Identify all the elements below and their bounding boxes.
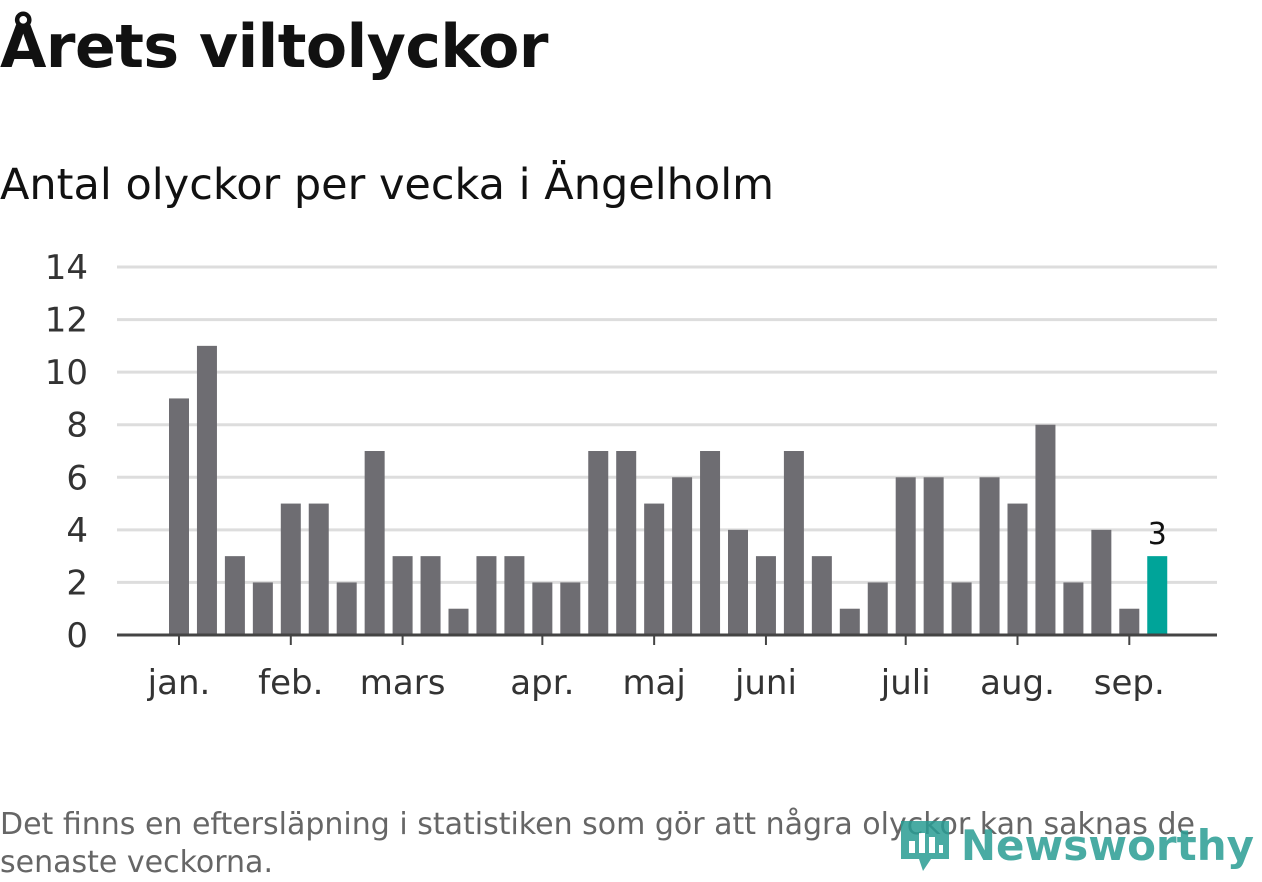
bar <box>923 477 944 635</box>
bar <box>1119 608 1140 635</box>
x-tick-label: juli <box>880 663 931 703</box>
bar <box>280 503 301 635</box>
bar <box>979 477 1000 635</box>
brand-logo: Newsworthy <box>897 815 1254 875</box>
bar <box>420 556 441 635</box>
y-tick-label: 0 <box>66 616 88 656</box>
x-axis: jan. feb. mars apr. maj juni juli aug. sep. <box>117 633 1217 703</box>
bar <box>196 345 217 635</box>
x-tick-label: apr. <box>510 663 574 703</box>
bar <box>252 582 273 635</box>
y-tick-label: 4 <box>66 511 88 551</box>
y-tick-label: 2 <box>66 563 88 603</box>
newsworthy-logo-icon <box>900 821 949 871</box>
y-tick-label: 12 <box>45 301 88 341</box>
bar <box>1063 582 1084 635</box>
bar <box>700 451 721 635</box>
x-tick-label: mars <box>360 663 446 703</box>
x-tick-label: jan. <box>147 663 211 703</box>
bar <box>811 556 832 635</box>
chart-subtitle: Antal olyckor per vecka i Ängelholm <box>0 160 775 210</box>
bar <box>867 582 888 635</box>
bar <box>392 556 413 635</box>
bar-highlight <box>1147 556 1168 635</box>
x-tick-label: juni <box>734 663 797 703</box>
bar <box>672 477 693 635</box>
bar <box>783 451 804 635</box>
bar <box>448 608 469 635</box>
bars <box>169 345 1168 635</box>
x-tick-label: sep. <box>1094 663 1165 703</box>
bar <box>839 608 860 635</box>
bar <box>1007 503 1028 635</box>
data-label: 3 <box>1148 517 1167 552</box>
bar <box>951 582 972 635</box>
y-tick-label: 14 <box>45 248 88 288</box>
chart-title: Årets viltolyckor <box>0 12 549 82</box>
data-labels: 3 <box>1148 517 1167 552</box>
bar <box>169 398 189 635</box>
bar <box>504 556 525 635</box>
bar <box>532 582 553 635</box>
bar <box>644 503 665 635</box>
bar <box>224 556 245 635</box>
x-tick-label: feb. <box>258 663 323 703</box>
bar <box>476 556 497 635</box>
y-axis-ticks: 0 2 4 6 8 10 12 14 <box>45 248 88 656</box>
brand-name: Newsworthy <box>960 820 1254 870</box>
x-tick-label: aug. <box>980 663 1055 703</box>
bar <box>560 582 581 635</box>
bar <box>616 451 637 635</box>
bar <box>364 451 385 635</box>
y-tick-label: 8 <box>66 406 88 446</box>
bar <box>728 529 748 635</box>
bar <box>588 451 609 635</box>
bar-chart: 0 2 4 6 8 10 12 14 jan. feb. mars apr. maj juni juli a… <box>45 248 1217 703</box>
bar <box>1091 529 1112 635</box>
bar <box>895 477 916 635</box>
footnote: Det finns en eftersläpning i statistiken… <box>0 807 1195 880</box>
y-tick-label: 10 <box>45 353 88 393</box>
bar <box>336 582 357 635</box>
y-tick-label: 6 <box>66 458 88 498</box>
bar <box>1035 424 1056 635</box>
bar <box>755 556 776 635</box>
bar <box>308 503 329 635</box>
x-tick-label: maj <box>622 663 685 703</box>
